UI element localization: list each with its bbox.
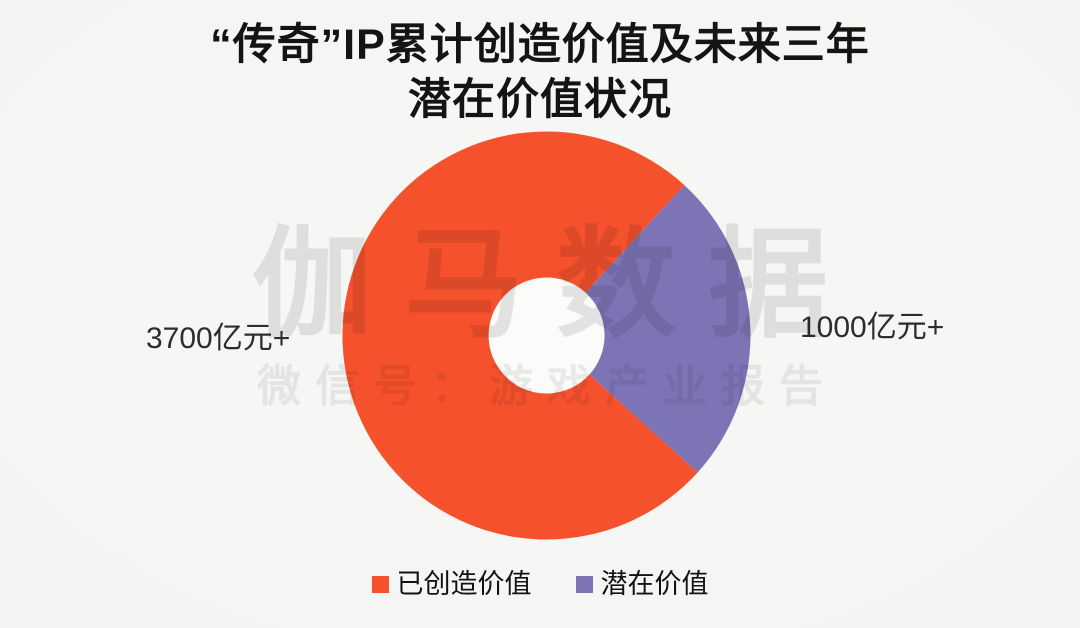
donut-hole [489,278,604,393]
pie-slice-created [342,131,698,540]
legend-label-created: 已创造价值 [396,569,532,599]
chart-title-line1: “传奇”IP累计创造价值及未来三年 [210,21,870,69]
chart-title: “传奇”IP累计创造价值及未来三年 潜在价值状况 [0,18,1080,128]
legend: 已创造价值 潜在价值 [0,569,1080,599]
pie-slice-potential [585,185,751,473]
value-label-created: 3700亿元+ [146,322,291,355]
chart-title-line2: 潜在价值状况 [408,76,672,124]
legend-swatch-potential-icon [575,575,593,593]
legend-swatch-created-icon [371,575,389,593]
legend-label-potential: 潜在价值 [600,569,709,599]
value-label-potential: 1000亿元+ [800,311,945,344]
legend-item-created: 已创造价值 [371,569,532,599]
legend-item-potential: 潜在价值 [575,569,709,599]
